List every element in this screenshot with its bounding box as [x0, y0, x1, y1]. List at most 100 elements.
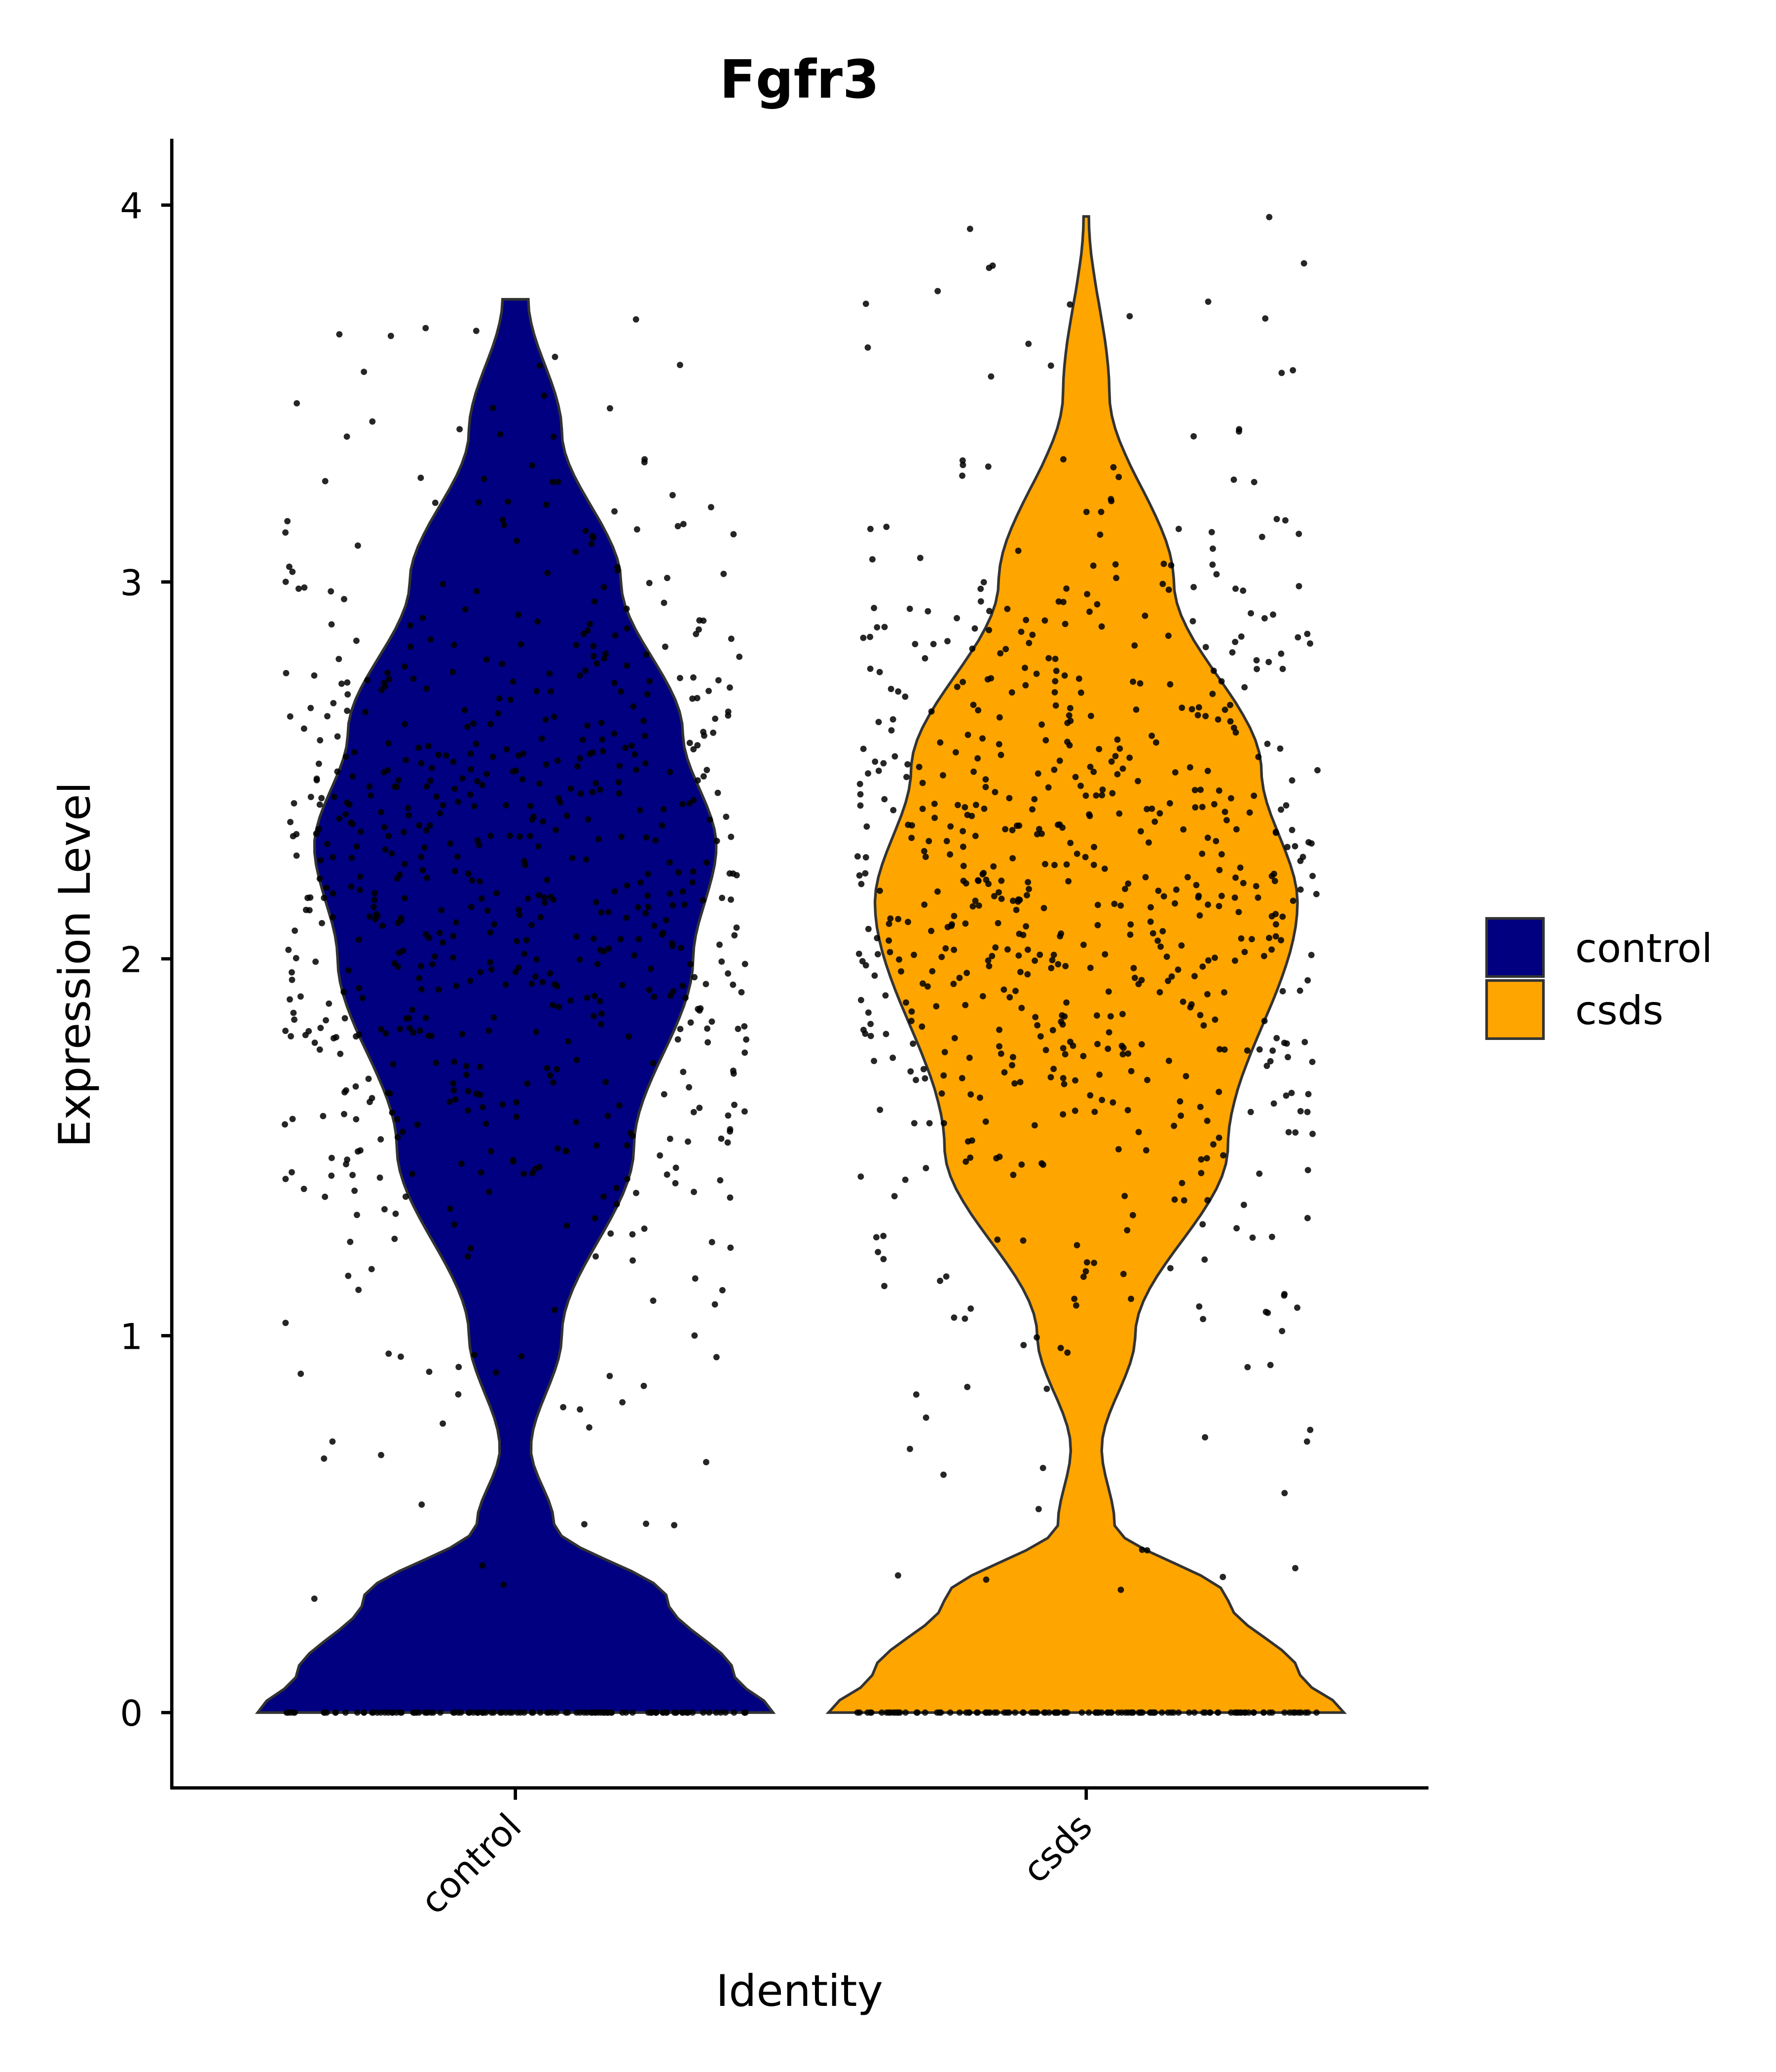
data-point — [962, 804, 968, 811]
data-point — [934, 888, 941, 895]
data-point — [1090, 769, 1097, 775]
data-point — [526, 833, 533, 839]
data-point — [1128, 1295, 1135, 1302]
data-point — [591, 598, 598, 605]
data-point — [1038, 830, 1045, 837]
data-point — [563, 1147, 570, 1154]
data-point — [1295, 583, 1302, 590]
data-point — [501, 521, 508, 528]
data-point — [1248, 610, 1254, 617]
data-point — [641, 733, 648, 740]
data-point — [1077, 782, 1084, 789]
data-point — [1216, 787, 1222, 794]
data-point — [555, 479, 561, 485]
data-point — [996, 889, 1002, 896]
data-point — [446, 1098, 453, 1105]
data-point — [1036, 951, 1043, 958]
data-point — [1013, 822, 1020, 829]
data-point — [886, 921, 892, 927]
data-point — [979, 993, 986, 999]
data-point — [1061, 1013, 1068, 1020]
data-point — [355, 1287, 362, 1293]
data-point — [741, 1049, 748, 1056]
data-point — [477, 969, 484, 976]
data-point — [997, 650, 1004, 657]
data-point — [943, 1273, 950, 1280]
data-point — [551, 1306, 558, 1313]
data-point — [1148, 732, 1155, 739]
data-point — [1244, 1047, 1251, 1054]
data-point — [1094, 1040, 1101, 1047]
data-point — [580, 630, 587, 637]
data-point — [940, 1072, 947, 1079]
data-point — [524, 895, 531, 902]
data-point — [938, 954, 945, 961]
data-point — [593, 660, 600, 667]
data-point — [517, 833, 523, 840]
data-point — [614, 564, 621, 571]
data-point — [317, 1025, 324, 1032]
data-point — [1117, 1587, 1124, 1593]
data-point — [992, 789, 999, 795]
data-point — [550, 479, 556, 485]
data-point — [718, 958, 725, 965]
data-point — [1307, 640, 1313, 647]
data-point — [1105, 1045, 1111, 1052]
data-point — [1281, 1291, 1288, 1297]
data-point — [895, 688, 902, 695]
data-point — [623, 914, 630, 921]
data-point — [857, 791, 864, 798]
data-point — [643, 1520, 649, 1527]
data-point — [624, 662, 630, 669]
data-point — [1156, 810, 1163, 817]
data-point — [342, 1709, 349, 1716]
data-point — [1220, 1574, 1226, 1581]
data-point — [923, 1414, 929, 1421]
data-point — [422, 1014, 429, 1021]
data-point — [1212, 1016, 1219, 1023]
data-point — [573, 1118, 580, 1125]
data-point — [282, 1121, 288, 1128]
data-point — [1108, 498, 1115, 505]
data-point — [418, 986, 425, 993]
data-point — [528, 980, 535, 987]
data-point — [1117, 902, 1124, 909]
data-point — [646, 580, 653, 587]
data-point — [533, 1029, 540, 1035]
data-point — [988, 373, 995, 380]
data-point — [528, 922, 535, 928]
data-point — [1012, 988, 1019, 995]
data-point — [700, 773, 707, 780]
data-point — [1308, 952, 1315, 959]
data-point — [1107, 1013, 1114, 1020]
data-point — [1288, 1090, 1295, 1096]
data-point — [1256, 1170, 1263, 1177]
data-point — [1023, 923, 1030, 930]
data-point — [1130, 1709, 1137, 1716]
data-point — [1171, 1122, 1178, 1129]
data-point — [465, 1107, 471, 1114]
data-point — [379, 923, 386, 929]
data-point — [680, 520, 687, 527]
data-point — [1251, 479, 1258, 485]
data-point — [1082, 853, 1089, 860]
data-point — [629, 1257, 636, 1264]
data-point — [1209, 691, 1216, 697]
data-point — [675, 869, 682, 876]
data-point — [1273, 516, 1280, 522]
data-point — [459, 775, 466, 782]
data-point — [481, 476, 487, 482]
data-point — [1202, 713, 1209, 719]
data-point — [954, 683, 961, 690]
data-point — [316, 801, 323, 808]
data-point — [416, 975, 423, 982]
data-point — [692, 1275, 699, 1282]
data-point — [1010, 1172, 1017, 1178]
data-point — [646, 987, 653, 993]
data-point — [356, 985, 363, 992]
data-point — [960, 862, 967, 869]
data-point — [467, 766, 474, 773]
data-point — [397, 1353, 404, 1360]
data-point — [478, 1169, 484, 1176]
data-point — [967, 1091, 974, 1098]
